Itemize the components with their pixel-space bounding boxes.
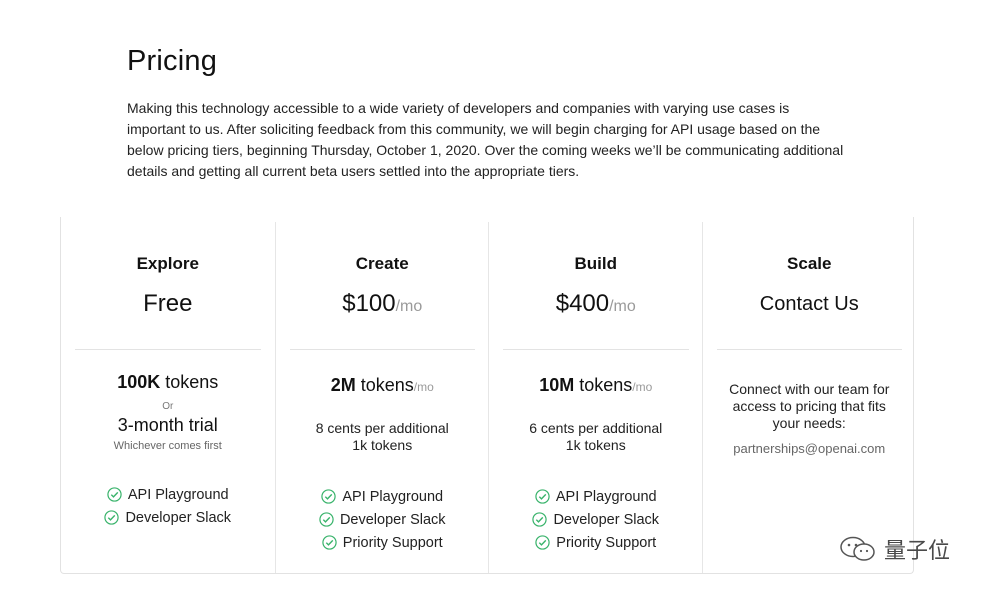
divider [289,349,475,350]
feature-item: API Playground [489,485,703,508]
tokens-unit: /mo [632,380,653,394]
feature-label: API Playground [555,488,657,505]
check-circle-icon [104,510,120,525]
check-circle-icon [107,487,122,502]
feature-item: Priority Support [276,531,490,554]
pricing-cards: Explore Free 100K tokens Or 3-month tria… [60,217,914,574]
feature-label: Priority Support [556,534,657,551]
additional-line: 1k tokens [352,437,413,453]
divider [716,349,902,350]
watermark-text: 量子位 [884,538,951,563]
tokens-amount: 100K [117,372,161,392]
feature-item: API Playground [61,483,275,506]
tier-price: $400/mo [489,290,703,318]
check-circle-icon [321,489,337,504]
tokens-label: tokens [574,375,633,395]
check-circle-icon [532,512,548,527]
additional-pricing: 8 cents per additional 1k tokens [296,420,470,454]
contact-line: Connect with our team for [729,381,890,397]
tokens-unit: /mo [413,380,434,394]
divider [75,349,261,350]
whichever-note: Whichever comes first [113,440,222,452]
price-amount: $400 [555,290,610,317]
additional-pricing: 6 cents per additional 1k tokens [509,420,683,454]
tier-build: Build $400/mo 10M tokens/mo 6 cents per … [488,222,703,573]
contact-line: access to pricing that fits [732,398,886,414]
tier-scale: Scale Contact Us Connect with our team f… [701,222,917,573]
or-label: Or [162,401,174,412]
tier-name: Build [574,254,618,273]
watermark: 量子位 [838,533,950,565]
feature-item: Developer Slack [61,506,275,529]
tier-tokens: 2M tokens/mo [276,375,490,396]
check-circle-icon [322,535,337,550]
wechat-icon [840,536,875,561]
additional-line: 1k tokens [565,437,626,453]
feature-list: API Playground Developer Slack Priority … [276,485,490,554]
feature-label: Priority Support [342,534,443,551]
tokens-label: tokens [160,372,219,392]
feature-item: API Playground [276,485,490,508]
contact-email-link[interactable]: partnerships@openai.com [733,441,886,456]
feature-item: Developer Slack [276,508,490,531]
check-circle-icon [535,535,550,550]
check-circle-icon [319,512,334,527]
feature-item: Priority Support [489,531,703,554]
tier-explore: Explore Free 100K tokens Or 3-month tria… [61,222,275,573]
divider [503,349,689,350]
tier-name: Explore [136,254,199,273]
tokens-amount: 10M [539,375,575,395]
tier-name: Scale [787,254,832,273]
tier-name: Create [355,254,409,273]
tokens-label: tokens [355,375,414,395]
trial-label: 3-month trial [117,415,218,435]
feature-label: Developer Slack [553,511,660,528]
feature-label: Developer Slack [125,509,232,526]
price-unit: /mo [395,298,423,315]
page-title: Pricing [127,45,218,77]
contact-description: Connect with our team for access to pric… [719,381,901,432]
intro-paragraph: Making this technology accessible to a w… [127,100,844,179]
tokens-amount: 2M [330,375,356,395]
contact-line: your needs: [772,415,846,431]
tier-price[interactable]: Contact Us [759,293,859,315]
additional-line: 8 cents per additional [315,420,449,436]
tier-price: $100/mo [276,290,490,318]
feature-list: API Playground Developer Slack Priority … [489,485,703,554]
feature-label: Developer Slack [339,511,446,528]
additional-line: 6 cents per additional [529,420,663,436]
price-unit: /mo [609,298,636,315]
check-circle-icon [535,489,550,504]
feature-item: Developer Slack [489,508,703,531]
price-amount: $100 [342,290,396,317]
tier-tokens: 10M tokens/mo [489,375,703,396]
feature-label: API Playground [127,486,229,503]
tier-price: Free [143,290,193,317]
feature-list: API Playground Developer Slack [61,483,275,529]
feature-label: API Playground [342,488,444,505]
tier-create: Create $100/mo 2M tokens/mo 8 cents per … [274,222,490,573]
tier-tokens: 100K tokens [61,372,275,393]
